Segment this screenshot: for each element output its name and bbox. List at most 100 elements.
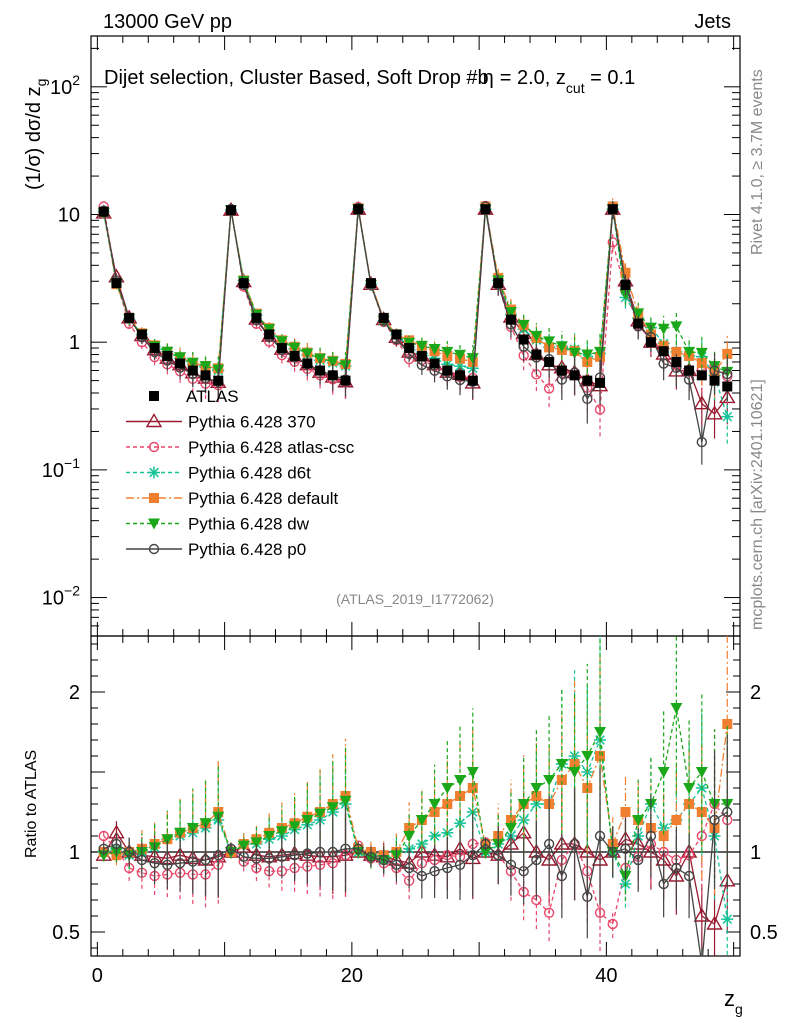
main-point	[314, 353, 327, 365]
reference-point	[518, 334, 529, 345]
plot-frames	[90, 35, 741, 957]
ratio-point	[339, 795, 352, 807]
legend-label: Pythia 6.428 atlas-csc	[188, 438, 355, 457]
ratio-point	[251, 853, 262, 864]
ratio-point	[442, 862, 453, 874]
y-tick-label-main: 10−2	[42, 583, 80, 610]
reference-point	[505, 314, 516, 325]
reference-point	[455, 370, 466, 381]
x-tick-label: 20	[341, 965, 363, 987]
ratio-point	[415, 815, 428, 826]
ratio-point	[709, 814, 720, 826]
y-tick-label-ratio: 0.5	[52, 922, 80, 944]
ratio-point	[594, 830, 606, 842]
y-axis-label-main-sub: g	[33, 79, 49, 87]
ratio-point	[340, 843, 351, 854]
ratio-point	[607, 846, 618, 858]
ratio-point	[403, 862, 415, 874]
legend-entry-4: Pythia 6.428 dw	[126, 515, 310, 534]
chart-title: Dijet selection, Cluster Based, Soft Dro…	[104, 67, 635, 96]
ratio-point	[123, 846, 135, 858]
legend: ATLAS Pythia 6.428 370 Pythia 6.428 atlas-…	[126, 387, 355, 559]
ratio-point	[98, 830, 109, 842]
ratio-series	[95, 636, 736, 969]
legend-entry-3: Pythia 6.428 default	[126, 489, 339, 508]
ratio-point	[683, 870, 695, 882]
ratio-point	[314, 808, 327, 820]
main-point	[658, 340, 669, 351]
main-point	[504, 306, 517, 318]
ratio-point	[505, 859, 517, 870]
legend-marker	[145, 413, 163, 428]
y-tick-label-ratio-right: 0.5	[750, 922, 778, 944]
ratio-point	[365, 851, 377, 862]
main-point	[466, 353, 479, 365]
ratio-point	[683, 783, 696, 794]
reference-point	[365, 278, 376, 289]
reference-point	[302, 358, 313, 369]
ratio-series-5	[98, 735, 733, 969]
reference-point	[391, 329, 402, 340]
ratio-point	[518, 866, 529, 877]
x-axis-label: zg	[724, 986, 743, 1017]
reference-point	[569, 370, 580, 381]
main-point	[517, 319, 530, 331]
main-point	[696, 357, 707, 368]
main-point	[428, 344, 441, 356]
ratio-point	[111, 838, 122, 850]
ratio-point	[697, 960, 706, 969]
ratio-point	[187, 856, 199, 867]
ratio-point	[517, 799, 530, 810]
main-point	[722, 368, 733, 380]
main-point	[326, 356, 339, 368]
ratio-point	[467, 850, 478, 861]
reference-point	[111, 278, 122, 289]
main-point	[709, 365, 720, 376]
main-point	[594, 346, 607, 358]
chart-title-sub: cut	[566, 80, 585, 96]
x-axis-label-sub: g	[735, 1001, 743, 1017]
ratio-point	[288, 821, 301, 833]
ratio-point	[706, 915, 723, 930]
y-tick-label-main: 10	[58, 204, 80, 226]
ratio-point	[263, 853, 275, 864]
ratio-line	[103, 811, 728, 956]
legend-label: Pythia 6.428 default	[188, 489, 339, 508]
reference-point	[149, 343, 160, 354]
ratio-point	[595, 751, 606, 761]
legend-label: ATLAS	[186, 387, 239, 406]
ratio-point	[200, 854, 211, 866]
main-point	[582, 393, 593, 405]
ratio-point	[403, 831, 416, 842]
legend-marker	[148, 466, 160, 479]
legend-entry-reference: ATLAS	[149, 387, 239, 406]
ratio-line	[103, 707, 728, 878]
ratio-point	[684, 799, 695, 809]
ratio-point	[149, 858, 160, 869]
x-tick-label: 40	[595, 965, 617, 987]
reference-point	[98, 206, 109, 217]
ratio-point	[263, 831, 276, 842]
ratio-point	[467, 783, 478, 793]
ratio-point	[632, 854, 644, 866]
ratio-point	[237, 840, 250, 852]
main-point	[275, 336, 288, 348]
main-line	[103, 209, 728, 373]
ratio-line	[103, 723, 728, 856]
ratio-point	[326, 802, 339, 814]
y-axis-label-main: (1/σ) dσ/d zg	[23, 79, 49, 190]
main-point	[454, 349, 467, 361]
main-point	[174, 352, 187, 364]
chart-title-end: = 0.1	[585, 67, 636, 89]
y-tick-label-ratio-right: 2	[750, 682, 761, 704]
ratio-point	[162, 859, 173, 870]
rivet-version: Rivet 4.1.0, ≥ 3.7M events	[749, 69, 766, 255]
reference-point	[582, 375, 593, 386]
main-point	[555, 341, 568, 353]
y-tick-label-main: 10−1	[42, 455, 80, 482]
reference-point	[658, 346, 669, 357]
reference-point	[671, 356, 682, 367]
reference-point	[264, 329, 275, 340]
ratio-point	[301, 815, 314, 826]
y-tick-label-ratio-right: 1	[750, 842, 761, 864]
